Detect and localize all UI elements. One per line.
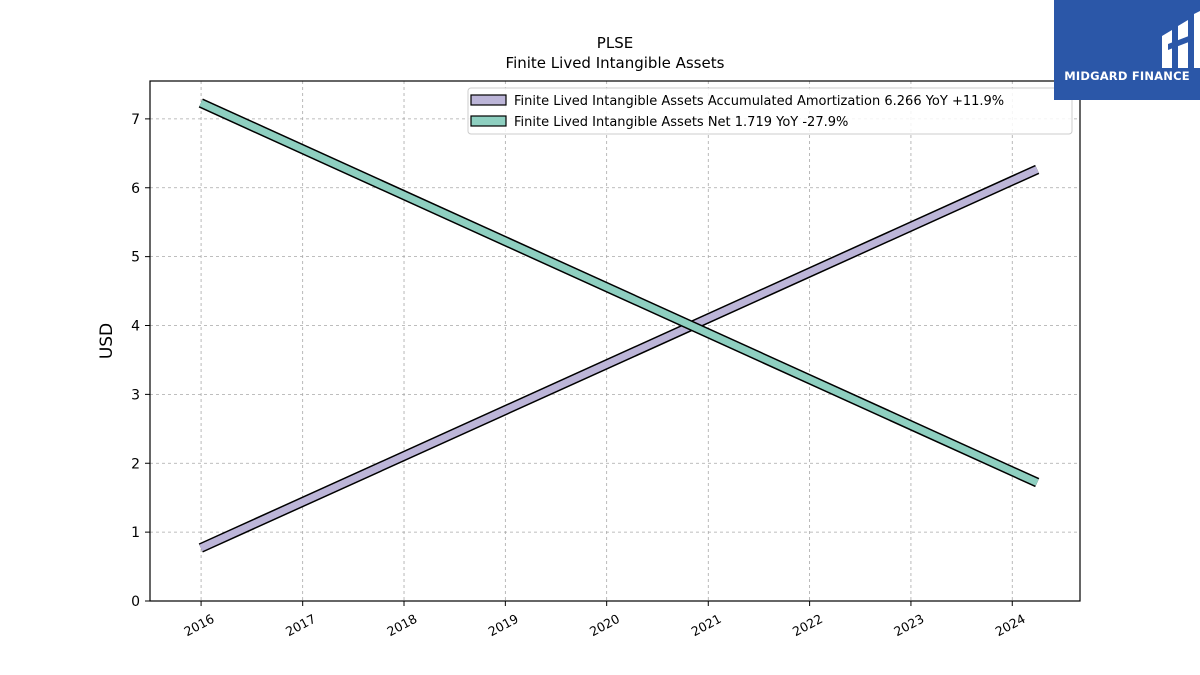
y-tick-label: 5 — [131, 250, 140, 266]
brand-logo: MIDGARD FINANCE — [1054, 0, 1200, 100]
y-tick-label: 4 — [131, 319, 140, 335]
chart-subtitle: Finite Lived Intangible Assets — [506, 54, 725, 72]
y-tick-label: 3 — [131, 387, 140, 403]
x-tick-label: 2024 — [993, 611, 1028, 639]
plot-frame — [149, 80, 1081, 602]
legend-label-1: Finite Lived Intangible Assets Accumulat… — [514, 94, 1004, 109]
y-tick-label: 1 — [131, 525, 140, 541]
x-tick-label: 2020 — [587, 611, 622, 639]
x-tick-label: 2019 — [486, 611, 521, 639]
x-tick-label: 2022 — [790, 611, 825, 639]
x-tick-label: 2021 — [689, 611, 724, 639]
y-axis: 0 1 2 3 4 5 6 7 — [131, 112, 150, 610]
legend: Finite Lived Intangible Assets Accumulat… — [467, 87, 1073, 135]
legend-label-2: Finite Lived Intangible Assets Net 1.719… — [514, 115, 848, 130]
y-tick-label: 7 — [131, 112, 140, 128]
legend-swatch-2 — [470, 115, 507, 127]
series-line-2 — [199, 99, 1039, 486]
y-tick-label: 2 — [131, 456, 140, 472]
logo-mark-icon — [1162, 11, 1200, 68]
legend-swatch-1 — [470, 94, 507, 106]
x-tick-label: 2023 — [891, 611, 926, 639]
series-group — [198, 98, 1040, 553]
x-axis: 2016 2017 2018 2019 2020 2021 2022 2023 2024 — [181, 601, 1028, 639]
grid — [150, 81, 1080, 601]
legend-box — [467, 87, 1073, 135]
x-tick-label: 2016 — [181, 611, 216, 639]
y-tick-label: 6 — [131, 181, 140, 197]
brand-name: MIDGARD FINANCE — [1064, 69, 1190, 83]
y-tick-label: 0 — [131, 594, 140, 610]
chart-title: PLSE — [597, 34, 633, 52]
series-line-1 — [199, 166, 1039, 552]
x-tick-label: 2017 — [283, 611, 318, 639]
x-tick-label: 2018 — [384, 611, 419, 639]
y-axis-label: USD — [97, 323, 117, 359]
